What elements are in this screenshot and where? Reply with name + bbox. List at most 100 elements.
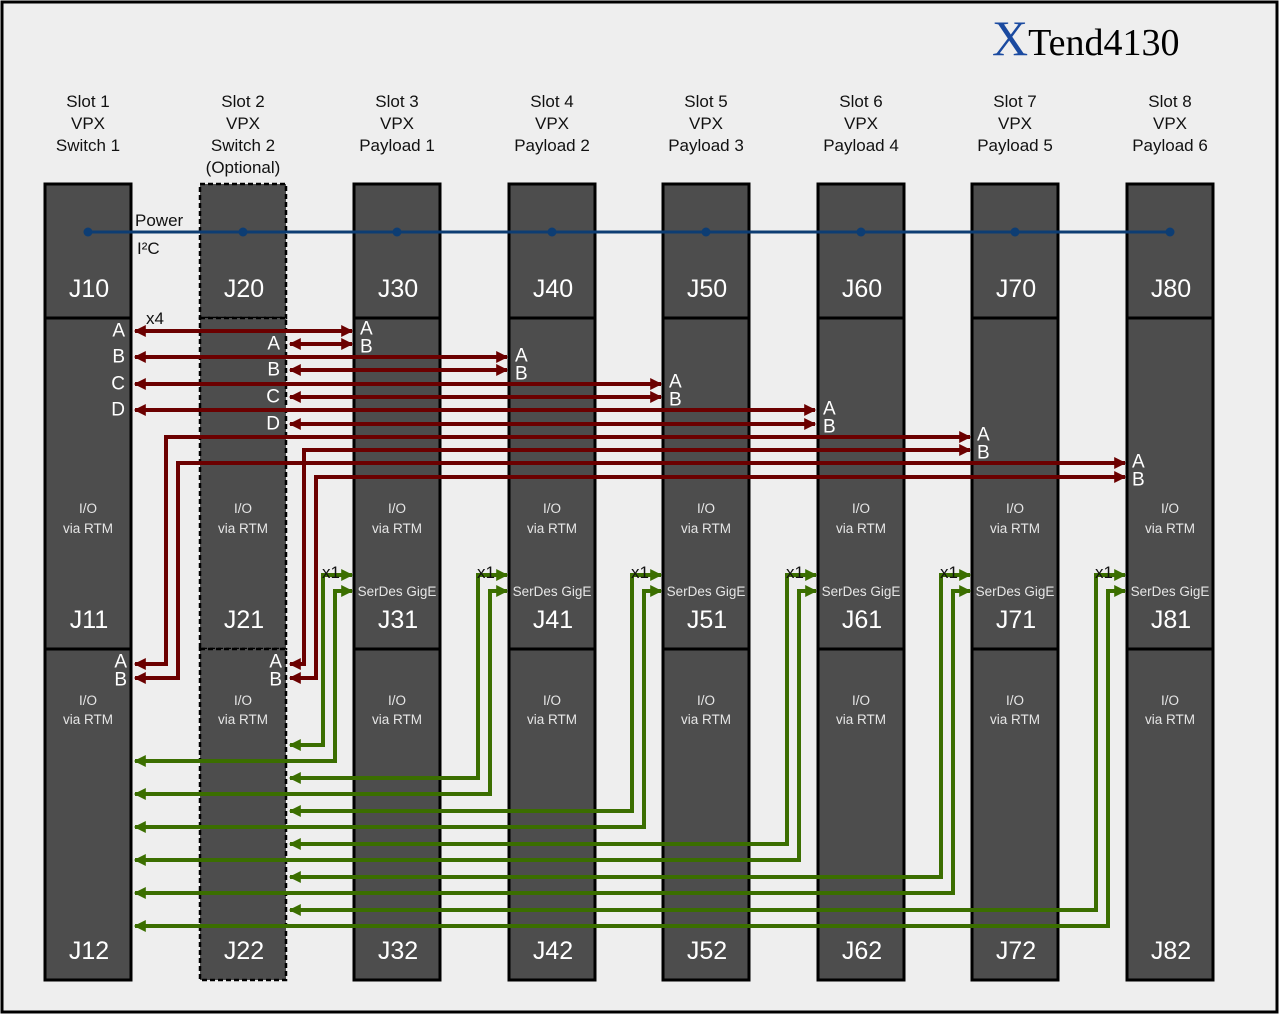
io-label: I/O xyxy=(79,501,97,516)
x1-label: x1 xyxy=(631,563,649,582)
slot-header-line: VPX xyxy=(998,114,1032,133)
port-label: B xyxy=(669,390,682,411)
x1-label: x1 xyxy=(786,563,804,582)
connector-label: J62 xyxy=(842,937,882,965)
x1-label: x1 xyxy=(322,563,340,582)
connector-label: J42 xyxy=(533,937,573,965)
slot-6: Slot 6 VPX Payload 4 J60 J61 J62 I/O via RTM I/O… xyxy=(816,92,906,982)
connector-J51 xyxy=(661,316,751,651)
io-label: I/O xyxy=(1006,693,1024,708)
connector-label: J60 xyxy=(842,275,882,303)
slot-header-line: (Optional) xyxy=(206,158,281,177)
io-label: via RTM xyxy=(836,521,886,536)
connector-J12 xyxy=(43,647,133,982)
io-label: I/O xyxy=(234,693,252,708)
io-label: via RTM xyxy=(372,712,422,727)
io-label: I/O xyxy=(1161,693,1179,708)
slot-header-line: Slot 8 xyxy=(1148,92,1191,111)
serdes-gige-label: SerDes GigE xyxy=(358,584,437,599)
slot-header-line: Payload 3 xyxy=(668,136,744,155)
slot-header-line: Slot 2 xyxy=(221,92,264,111)
connector-label: J70 xyxy=(996,275,1036,303)
port-label: B xyxy=(515,364,528,385)
slot-header-line: Payload 1 xyxy=(359,136,435,155)
slot-header-line: VPX xyxy=(380,114,414,133)
port-label: A xyxy=(114,652,127,673)
connector-label: J41 xyxy=(533,606,573,634)
x1-label: x1 xyxy=(940,563,958,582)
connector-label: J20 xyxy=(224,275,264,303)
logo-x: X xyxy=(992,10,1028,66)
slot-header-line: Slot 7 xyxy=(993,92,1036,111)
io-label: via RTM xyxy=(681,521,731,536)
slot-header-line: Switch 2 xyxy=(211,136,275,155)
io-label: I/O xyxy=(697,501,715,516)
slot-header-line: Switch 1 xyxy=(56,136,120,155)
io-label: I/O xyxy=(852,501,870,516)
slot-header-line: VPX xyxy=(844,114,878,133)
port-label: A xyxy=(360,319,373,340)
connector-label: J80 xyxy=(1151,275,1191,303)
x1-label: x1 xyxy=(477,563,495,582)
power-label: Power xyxy=(135,211,184,230)
connector-label: J61 xyxy=(842,606,882,634)
port-label: A xyxy=(267,334,280,355)
connector-label: J82 xyxy=(1151,937,1191,965)
slot-header-line: VPX xyxy=(1153,114,1187,133)
slot-header-line: Payload 2 xyxy=(514,136,590,155)
io-label: via RTM xyxy=(218,521,268,536)
io-label: I/O xyxy=(543,501,561,516)
gige-link xyxy=(133,585,1127,932)
connector-label: J50 xyxy=(687,275,727,303)
io-label: via RTM xyxy=(527,712,577,727)
connector-label: J52 xyxy=(687,937,727,965)
port-label: B xyxy=(114,670,127,691)
connector-label: J12 xyxy=(69,937,109,965)
slot-header-line: VPX xyxy=(689,114,723,133)
port-label: A xyxy=(1132,452,1145,473)
port-label: A xyxy=(977,425,990,446)
slot-header-line: Payload 6 xyxy=(1132,136,1208,155)
io-label: via RTM xyxy=(63,521,113,536)
port-label: A xyxy=(269,652,282,673)
slot-header-line: Slot 1 xyxy=(66,92,109,111)
connector-J82 xyxy=(1125,647,1215,982)
slot-1: Slot 1 VPX Switch 1 J10 J11 J12 I/O via RTM I/O v… xyxy=(43,92,133,982)
slot-header-line: Payload 4 xyxy=(823,136,899,155)
port-label: A xyxy=(112,321,125,342)
slot-header-line: Payload 5 xyxy=(977,136,1053,155)
io-label: I/O xyxy=(1161,501,1179,516)
slot-8: Slot 8 VPX Payload 6 J80 J81 J82 I/O via RTM I/O… xyxy=(1125,92,1215,982)
connector-J11 xyxy=(43,316,133,651)
io-label: via RTM xyxy=(990,521,1040,536)
port-label: D xyxy=(111,400,125,421)
connector-J10 xyxy=(43,182,133,320)
connector-J61 xyxy=(816,316,906,651)
io-label: via RTM xyxy=(527,521,577,536)
slot-4: Slot 4 VPX Payload 2 J40 J41 J42 I/O via RTM I/O… xyxy=(507,92,597,982)
connector-label: J81 xyxy=(1151,606,1191,634)
port-label: D xyxy=(266,414,280,435)
slot-header-line: VPX xyxy=(71,114,105,133)
connector-label: J72 xyxy=(996,937,1036,965)
serdes-gige-label: SerDes GigE xyxy=(1131,584,1210,599)
serdes-gige-label: SerDes GigE xyxy=(976,584,1055,599)
io-label: I/O xyxy=(388,693,406,708)
slot-3: Slot 3 VPX Payload 1 J30 J31 J32 I/O via RTM I/O… xyxy=(352,92,442,982)
connector-label: J21 xyxy=(224,606,264,634)
slot-7: Slot 7 VPX Payload 5 J70 J71 J72 I/O via RTM I/O… xyxy=(970,92,1060,982)
io-label: via RTM xyxy=(1145,521,1195,536)
port-label: B xyxy=(360,337,373,358)
io-label: I/O xyxy=(1006,501,1024,516)
io-label: I/O xyxy=(543,693,561,708)
port-label: C xyxy=(266,387,280,408)
slot-5: Slot 5 VPX Payload 3 J50 J51 J52 I/O via RTM I/O… xyxy=(661,92,751,982)
port-label: A xyxy=(515,346,528,367)
connector-J60 xyxy=(816,182,906,320)
connector-label: J11 xyxy=(70,606,108,634)
io-label: via RTM xyxy=(372,521,422,536)
slot-header-line: VPX xyxy=(226,114,260,133)
port-label: A xyxy=(669,372,682,393)
